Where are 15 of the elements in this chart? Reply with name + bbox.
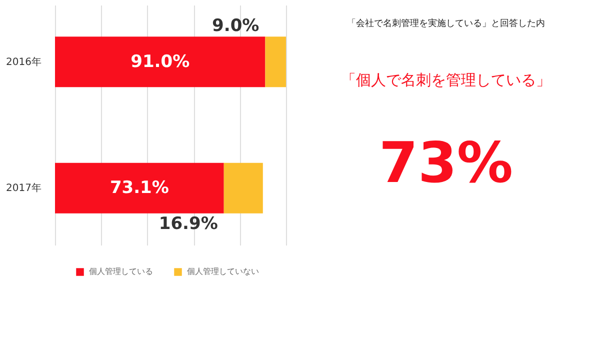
data-label: 9.0% [212,16,260,36]
data-label: 16.9% [158,214,218,234]
text: 「会社で名刺管理を実施している」と回答した内 [347,18,545,29]
bar [224,162,263,214]
y-tick-label: 2016年 [6,56,42,68]
y-tick-label: 2017年 [6,182,42,194]
bar [55,162,224,214]
bar [265,36,286,88]
data-label: 73.1% [110,178,169,198]
data-label: 91.0% [130,52,190,72]
legend-label: 個人管理している [89,267,153,276]
bar [55,36,266,88]
text: 73% [378,131,514,196]
text: 「個人で名刺を管理している」 [341,71,551,89]
legend-label: 個人管理していない [187,267,259,276]
